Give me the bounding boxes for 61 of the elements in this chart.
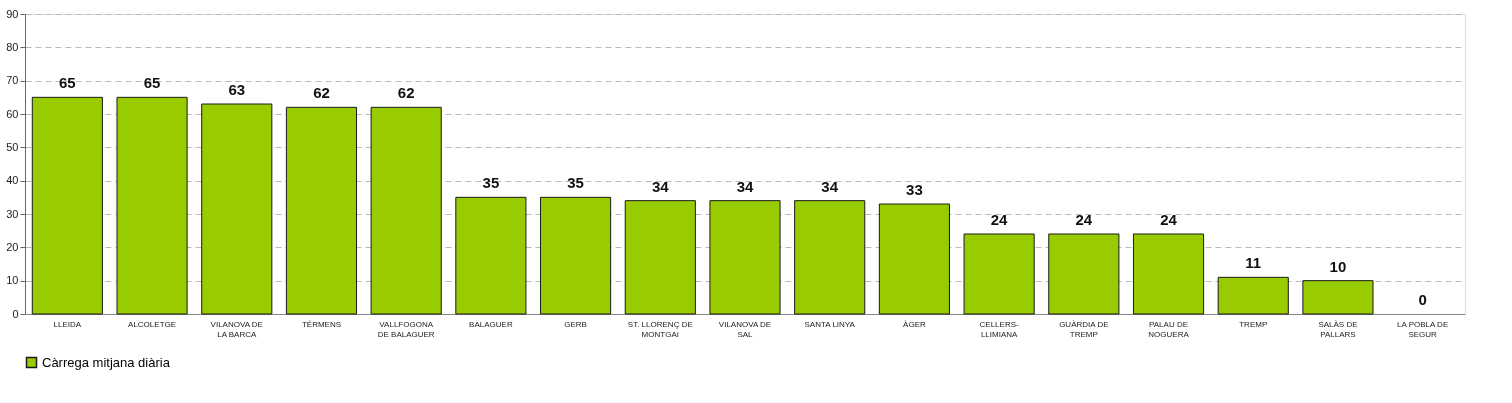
x-tick-label: TÉRMENS: [301, 319, 342, 329]
bar: [794, 200, 866, 315]
x-tick-label: VILANOVA DE LA BARCA: [210, 319, 263, 339]
data-label: 35: [567, 174, 584, 192]
x-tick-label: ALCOLETGE: [128, 319, 177, 329]
y-tick-label: 30: [6, 207, 19, 220]
x-tick-label: LA POBLA DE SEGUR: [1397, 319, 1449, 339]
data-label: 11: [1245, 254, 1262, 272]
data-label: 10: [1329, 257, 1347, 275]
data-label: 24: [1075, 211, 1093, 228]
x-tick-label: CELLERS- LLIMIANA: [979, 319, 1020, 339]
data-label: 65: [143, 74, 161, 92]
data-label: 62: [397, 84, 415, 102]
x-tick-label: SANTA LINYA: [804, 319, 856, 329]
data-label: 0: [1418, 291, 1427, 308]
data-label: 24: [1160, 211, 1178, 228]
x-tick-label: GERB: [564, 319, 587, 329]
data-label: 63: [228, 81, 246, 98]
bar: [455, 196, 527, 315]
data-label: 34: [651, 177, 670, 195]
y-tick-label: 0: [12, 307, 19, 320]
bar: [878, 203, 950, 315]
bar: [709, 200, 781, 315]
y-tick-label: 40: [6, 174, 19, 187]
bar: [540, 196, 612, 315]
data-label: 33: [906, 181, 923, 198]
x-tick-label: SALÀS DE PALLARS: [1318, 319, 1358, 339]
data-label: 65: [59, 74, 76, 92]
x-tick-label: VALLFOGONA DE BALAGUER: [377, 319, 435, 339]
data-label: 24: [990, 211, 1009, 228]
x-tick-label: VILANOVA DE SAL: [718, 319, 772, 339]
bar: [1048, 233, 1120, 315]
data-label: 34: [821, 177, 839, 195]
x-tick-label: PALAU DE NOGUERA: [1148, 319, 1190, 339]
bar: [31, 96, 103, 315]
data-label: 62: [313, 84, 330, 102]
data-label: 35: [482, 174, 500, 192]
y-tick-label: 20: [6, 240, 19, 253]
bar: [963, 233, 1035, 315]
x-tick-label: ÀGER: [903, 319, 926, 329]
bar: [624, 200, 696, 315]
bar: [285, 106, 358, 315]
x-tick-label: BALAGUER: [469, 319, 513, 329]
y-tick-label: 80: [6, 40, 19, 53]
x-tick-label: GUÀRDIA DE TREMP: [1059, 319, 1109, 339]
y-tick-label: 90: [6, 7, 19, 20]
bar: [201, 103, 273, 315]
data-label: 34: [736, 177, 754, 195]
y-tick-label: 50: [6, 140, 19, 153]
x-tick-label: TREMP: [1239, 319, 1268, 329]
bar: [370, 106, 442, 315]
legend-label: Càrrega mitjana diària: [42, 354, 171, 370]
bar: [1217, 276, 1289, 315]
y-tick-label: 10: [6, 274, 19, 287]
y-tick-label: 60: [6, 107, 19, 120]
x-tick-label: LLEIDA: [53, 319, 82, 329]
bar: [1132, 233, 1205, 315]
bar: [1302, 280, 1374, 315]
y-tick-label: 70: [6, 74, 19, 87]
bar: [116, 96, 188, 315]
x-tick-label: ST. LLORENÇ DE MONTGAI: [627, 319, 693, 339]
